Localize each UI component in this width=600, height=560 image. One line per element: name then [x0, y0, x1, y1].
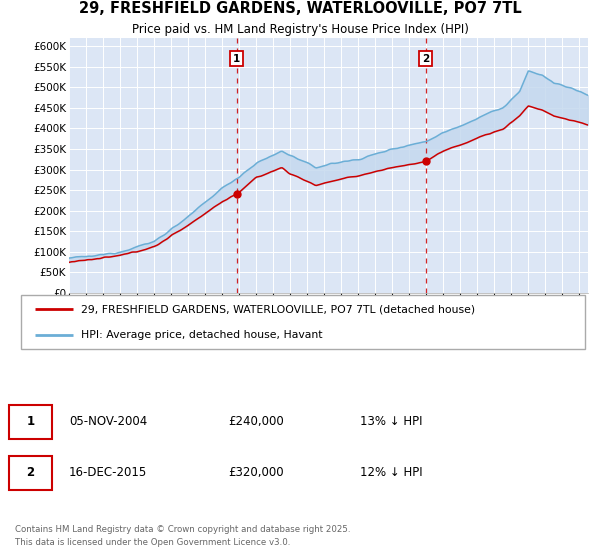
Text: £320,000: £320,000 — [228, 465, 284, 479]
Text: 29, FRESHFIELD GARDENS, WATERLOOVILLE, PO7 7TL (detached house): 29, FRESHFIELD GARDENS, WATERLOOVILLE, P… — [82, 304, 475, 314]
Text: 12% ↓ HPI: 12% ↓ HPI — [360, 465, 422, 479]
Text: 16-DEC-2015: 16-DEC-2015 — [69, 465, 147, 479]
Text: £240,000: £240,000 — [228, 415, 284, 428]
FancyBboxPatch shape — [9, 405, 52, 439]
Text: HPI: Average price, detached house, Havant: HPI: Average price, detached house, Hava… — [82, 330, 323, 340]
Text: 13% ↓ HPI: 13% ↓ HPI — [360, 415, 422, 428]
FancyBboxPatch shape — [21, 295, 586, 349]
FancyBboxPatch shape — [9, 456, 52, 490]
Text: 1: 1 — [233, 54, 241, 64]
Text: 05-NOV-2004: 05-NOV-2004 — [69, 415, 147, 428]
Text: Contains HM Land Registry data © Crown copyright and database right 2025.
This d: Contains HM Land Registry data © Crown c… — [15, 525, 350, 548]
Text: 2: 2 — [26, 465, 35, 479]
Text: 2: 2 — [422, 54, 430, 64]
Text: 29, FRESHFIELD GARDENS, WATERLOOVILLE, PO7 7TL: 29, FRESHFIELD GARDENS, WATERLOOVILLE, P… — [79, 1, 521, 16]
Text: 1: 1 — [26, 415, 35, 428]
Text: Price paid vs. HM Land Registry's House Price Index (HPI): Price paid vs. HM Land Registry's House … — [131, 23, 469, 36]
